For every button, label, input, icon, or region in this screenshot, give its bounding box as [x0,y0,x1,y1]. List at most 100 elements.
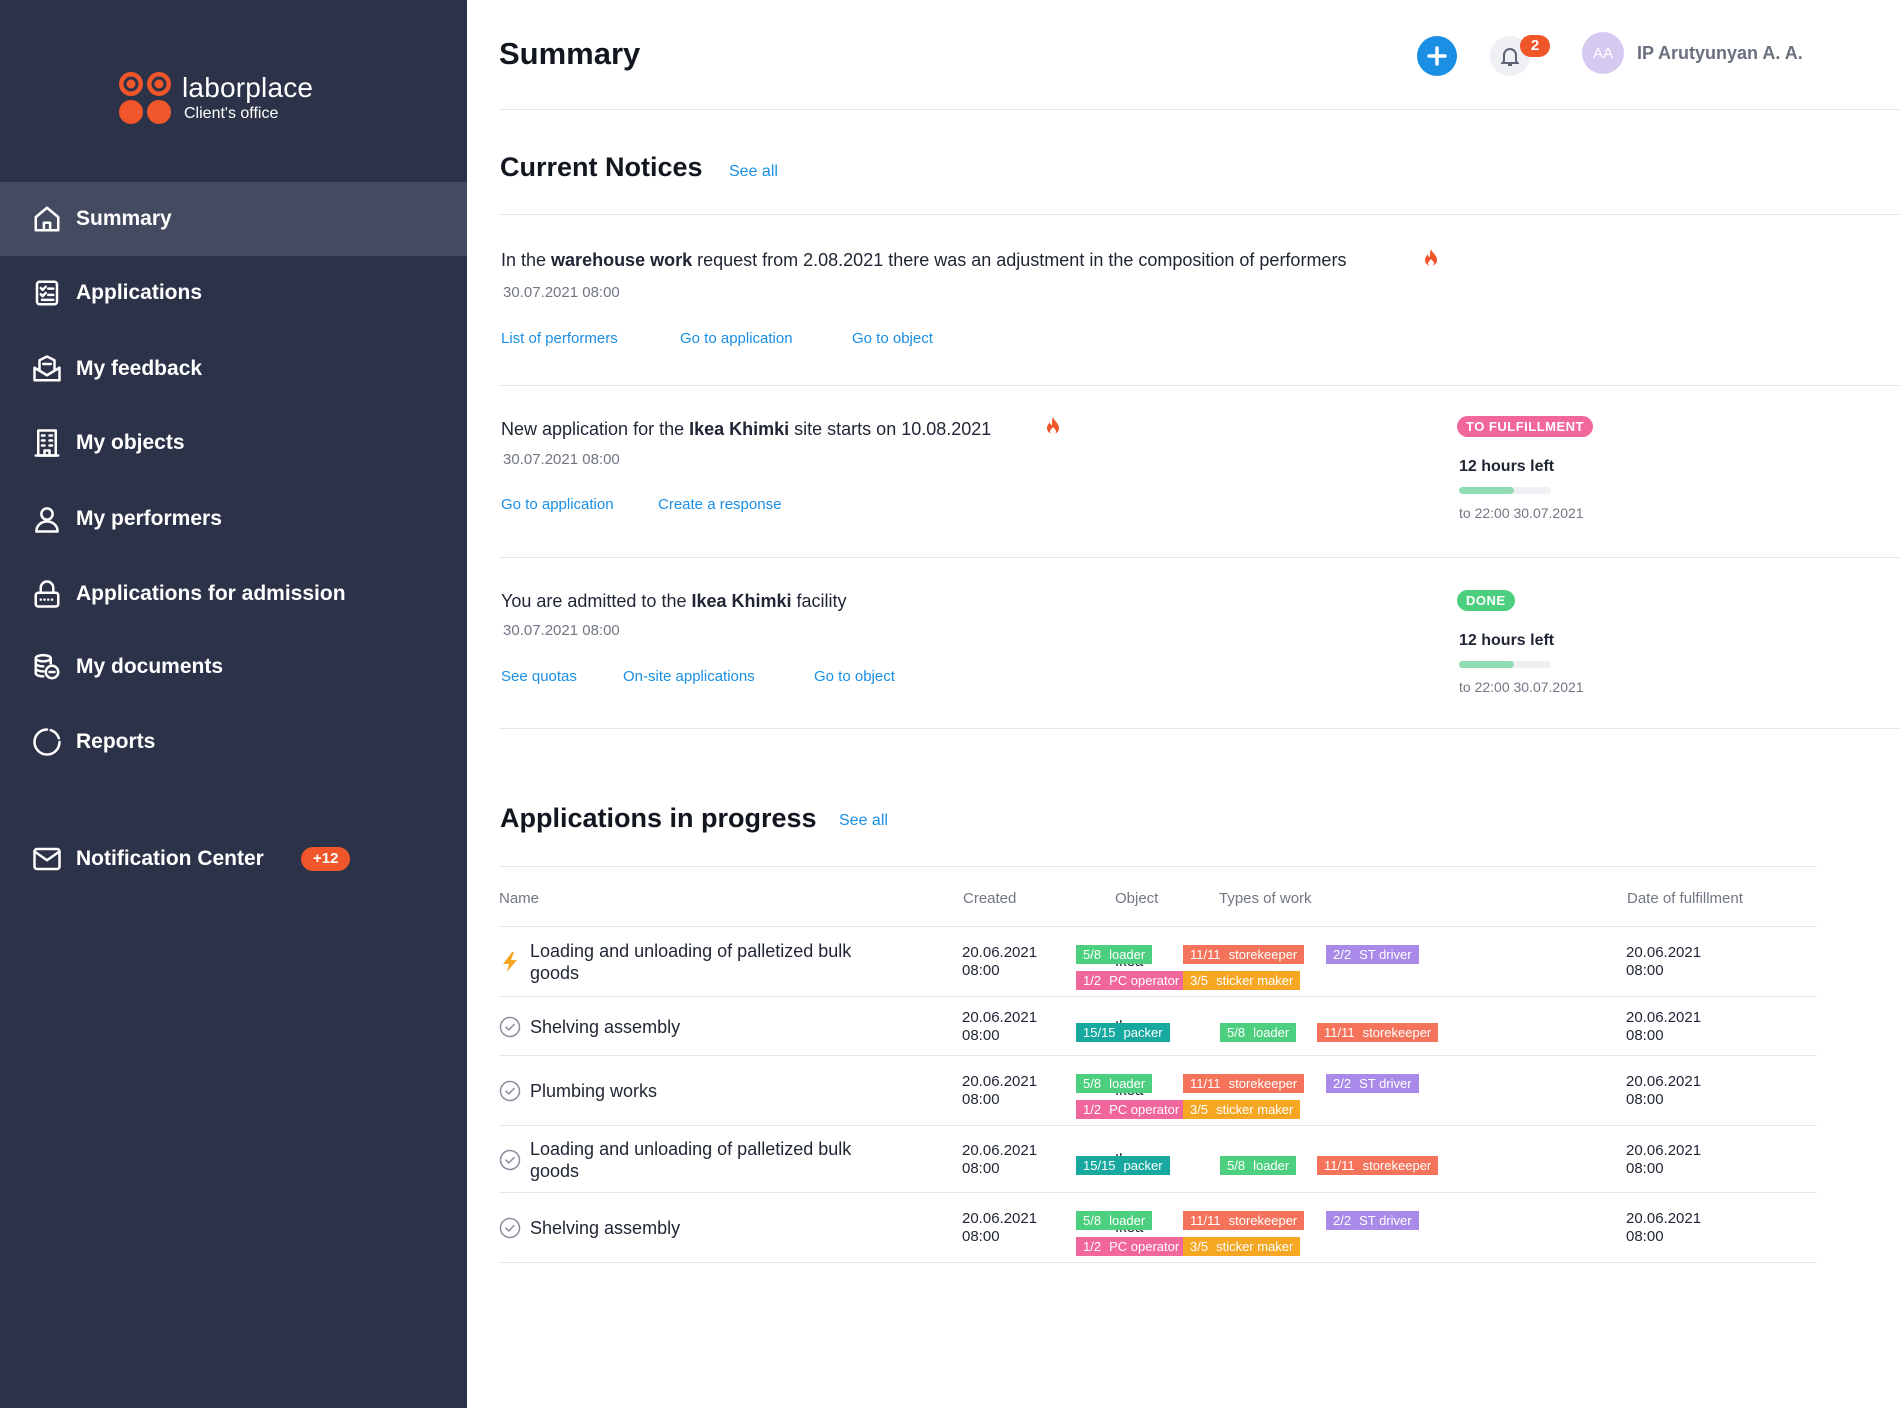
table-row[interactable]: Loading and unloading of palletized bulk… [499,1126,1817,1193]
list-of-performers-link[interactable]: List of performers [501,330,618,347]
created-time: 08:00 [962,1159,1000,1177]
notice-divider [499,385,1900,386]
fulfillment-datetime: 20.06.2021 08:00 [1626,1142,1701,1178]
created-datetime: 20.06.2021 08:00 [962,1073,1037,1109]
avatar[interactable]: AA [1582,32,1624,74]
sidebar-item-applications-for-admission[interactable]: Applications for admission [0,557,467,631]
tag-label: ST driver [1359,1076,1412,1091]
add-button[interactable] [1417,36,1457,76]
table-row[interactable]: Shelving assembly20.06.202108:00Ikea5/8l… [499,1193,1817,1263]
application-name[interactable]: Loading and unloading of palletized bulk… [530,1138,852,1181]
applications-see-all-link[interactable]: See all [839,812,888,829]
logo-title: laborplace [182,72,314,103]
main-content: Summary 2 AA IP Arutyunyan A. A. Current… [467,0,1900,1408]
tag-count: 11/11 [1190,1076,1221,1091]
notification-count-badge: +12 [301,847,351,871]
application-name[interactable]: Shelving assembly [530,1016,681,1037]
tag-label: PC operator [1109,1102,1180,1117]
fulfillment-time: 08:00 [1626,1228,1664,1245]
go-to-application-link[interactable]: Go to application [680,330,793,347]
work-type-tag: 11/11 storekeeper [1317,1022,1439,1042]
work-type-tag: 5/8 loader [1076,1211,1153,1230]
created-datetime: 20.06.2021 08:00 [962,1210,1037,1246]
notice-date: 30.07.2021 08:00 [503,622,620,639]
laborplace-logo-icon [119,72,171,124]
tag-label: loader [1109,1213,1146,1228]
tag-label: storekeeper [1228,1076,1298,1091]
go-to-application-link[interactable]: Go to application [501,496,614,513]
sidebar-item-reports[interactable]: Reports [0,705,467,779]
tag-count: 11/11 [1190,1213,1221,1228]
sidebar-item-my-feedback[interactable]: My feedback [0,332,467,406]
tag-count: 5/8 [1083,1213,1102,1228]
created-time: 08:00 [962,1026,1000,1044]
header-divider [499,109,1900,110]
work-type-tag: 15/15 packer [1076,1155,1170,1175]
person-icon [31,503,63,535]
column-header-created: Created [963,890,1017,907]
sidebar-item-my-documents[interactable]: My documents [0,630,467,704]
documents-icon [31,651,63,683]
table-row[interactable]: Loading and unloading of palletized bulk… [499,927,1817,997]
work-type-tag: 5/8 loader [1076,945,1153,964]
created-date: 20.06.2021 [962,944,1038,961]
tag-count: 3/5 [1190,1102,1209,1117]
checklist-icon [31,277,63,309]
on-site-applications-link[interactable]: On-site applications [623,668,755,685]
work-type-tag: 1/2 PC operator [1076,971,1187,990]
work-type-tag: 15/15 packer [1076,1022,1170,1042]
notice-divider [499,557,1900,558]
sidebar-item-my-objects[interactable]: My objects [0,406,467,480]
tag-label: storekeeper [1362,1024,1432,1040]
tag-count: 11/11 [1324,1024,1355,1040]
deadline-text: to 22:00 30.07.2021 [1459,679,1584,695]
sidebar-item-label: Applications [76,281,203,304]
create-response-link[interactable]: Create a response [658,496,782,513]
fulfillment-date: 20.06.2021 [1626,944,1702,961]
deadline-text: to 22:00 30.07.2021 [1459,505,1584,521]
user-name[interactable]: IP Arutyunyan A. A. [1637,43,1803,63]
created-time: 08:00 [962,1091,1000,1108]
created-time: 08:00 [962,1228,1000,1245]
tag-label: loader [1253,1024,1290,1040]
applications-title: Applications in progress [500,803,817,833]
see-quotas-link[interactable]: See quotas [501,668,577,685]
row-divider [499,996,1817,997]
application-name[interactable]: Plumbing works [530,1081,658,1101]
application-name[interactable]: Loading and unloading of palletized bulk… [530,941,852,983]
sidebar-item-notification-center[interactable]: Notification Center +12 [0,822,467,896]
sidebar-item-applications[interactable]: Applications [0,256,467,330]
go-to-object-link[interactable]: Go to object [852,330,933,347]
sidebar-item-summary[interactable]: Summary [0,182,467,256]
go-to-object-link[interactable]: Go to object [814,668,895,685]
notice-date: 30.07.2021 08:00 [503,284,620,301]
home-icon [31,203,63,235]
fulfillment-time: 08:00 [1626,1159,1664,1177]
tag-label: PC operator [1109,973,1180,988]
notices-divider [499,214,1900,215]
created-date: 20.06.2021 [962,1141,1038,1159]
application-name[interactable]: Shelving assembly [530,1218,681,1238]
logo[interactable]: laborplace Client's office [117,70,417,126]
work-type-tag: 5/8 loader [1220,1155,1297,1175]
work-type-tag: 2/2 ST driver [1326,1211,1419,1230]
tag-label: loader [1109,1076,1146,1091]
lock-icon [31,578,63,610]
time-progress-bar [1459,661,1551,668]
column-header-object: Object [1115,890,1159,907]
tag-count: 1/2 [1083,1239,1102,1254]
tag-label: sticker maker [1216,1102,1294,1117]
fulfillment-date: 20.06.2021 [1626,1141,1702,1159]
tag-count: 3/5 [1190,1239,1209,1254]
work-type-tag: 5/8 loader [1076,1074,1153,1093]
check-circle-icon [499,1217,521,1239]
tag-label: PC operator [1109,1239,1180,1254]
notices-see-all-link[interactable]: See all [729,163,778,180]
table-row[interactable]: Plumbing works20.06.202108:00Ikea5/8load… [499,1056,1817,1126]
work-type-tag: 3/5 sticker maker [1183,1100,1301,1119]
tag-count: 11/11 [1324,1157,1355,1173]
notice-date: 30.07.2021 08:00 [503,451,620,468]
column-header-types-of-work: Types of work [1219,890,1312,907]
sidebar-item-my-performers[interactable]: My performers [0,482,467,556]
table-row[interactable]: Shelving assembly20.06.202108:00Ikea15/1… [499,997,1817,1056]
